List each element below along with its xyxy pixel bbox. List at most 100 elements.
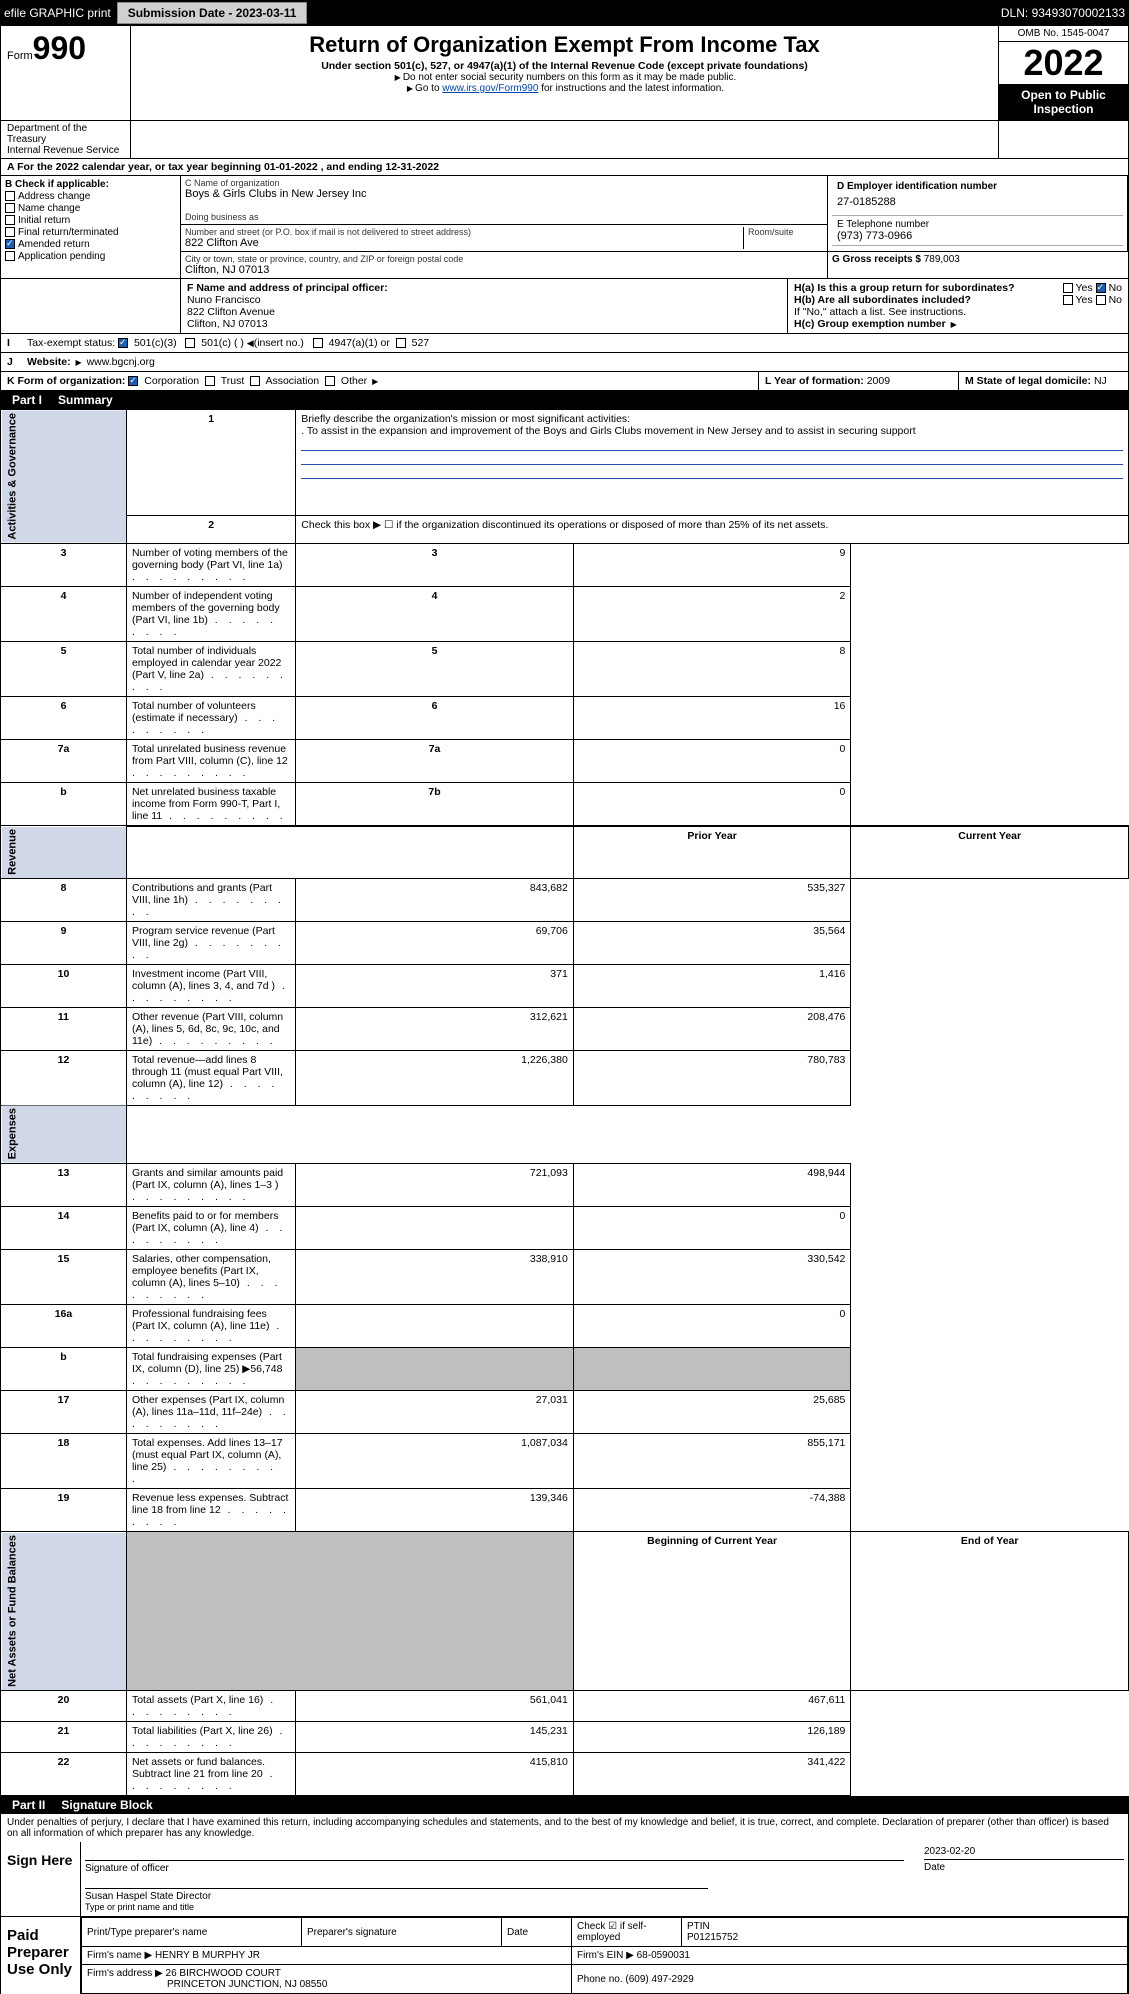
officer-addr1: 822 Clifton Avenue bbox=[187, 306, 781, 318]
row-num: 3 bbox=[1, 543, 127, 586]
h-b-note: If "No," attach a list. See instructions… bbox=[794, 306, 1122, 318]
sig-officer-label: Signature of officer bbox=[85, 1863, 904, 1874]
q1-text: Briefly describe the organization's miss… bbox=[301, 413, 1123, 425]
cb-amended[interactable]: Amended return bbox=[18, 239, 90, 250]
addr-label: Number and street (or P.O. box if mail i… bbox=[185, 227, 743, 237]
prep-name-label: Print/Type preparer's name bbox=[82, 1918, 302, 1947]
phone-label: E Telephone number bbox=[837, 219, 1118, 230]
room-label: Room/suite bbox=[748, 227, 823, 237]
form-subtitle: Under section 501(c), 527, or 4947(a)(1)… bbox=[139, 60, 990, 72]
netassets-label: Net Assets or Fund Balances bbox=[1, 1532, 127, 1691]
row-desc: Total number of volunteers (estimate if … bbox=[126, 696, 295, 739]
row-box: 7a bbox=[296, 739, 574, 782]
section-b-title: B Check if applicable: bbox=[5, 179, 176, 190]
org-name: Boys & Girls Clubs in New Jersey Inc bbox=[185, 188, 823, 200]
firm-ein: 68-0590031 bbox=[637, 1950, 690, 1961]
cb-initial[interactable]: Initial return bbox=[18, 215, 70, 226]
year-formation: 2009 bbox=[867, 375, 890, 387]
part2-header: Part II Signature Block bbox=[0, 1796, 1129, 1814]
firm-addr2: PRINCETON JUNCTION, NJ 08550 bbox=[167, 1979, 327, 1990]
row-val: 9 bbox=[573, 543, 851, 586]
form-header: Form990 Return of Organization Exempt Fr… bbox=[0, 26, 1129, 121]
tax-year: 2022 bbox=[999, 42, 1128, 84]
h-b-label: H(b) Are all subordinates included? bbox=[794, 294, 971, 306]
end-year-hdr: End of Year bbox=[851, 1532, 1129, 1691]
state-domicile: NJ bbox=[1094, 375, 1107, 387]
tax-exempt-label: Tax-exempt status: bbox=[27, 337, 115, 349]
gross-label: G Gross receipts $ bbox=[832, 254, 921, 265]
cb-name[interactable]: Name change bbox=[18, 203, 80, 214]
row-box: 5 bbox=[296, 641, 574, 696]
prep-date-label: Date bbox=[502, 1918, 572, 1947]
row-val: 8 bbox=[573, 641, 851, 696]
omb-number: OMB No. 1545-0047 bbox=[999, 26, 1128, 42]
dept-treasury: Department of the Treasury bbox=[7, 123, 124, 145]
prep-sig-label: Preparer's signature bbox=[302, 1918, 502, 1947]
h-c-label: H(c) Group exemption number bbox=[794, 318, 946, 330]
note-goto-prefix: Go to bbox=[415, 83, 442, 94]
revenue-label: Revenue bbox=[1, 826, 127, 879]
sig-date: 2023-02-20 bbox=[924, 1846, 1124, 1857]
org-name-label: C Name of organization bbox=[185, 178, 823, 188]
form-title: Return of Organization Exempt From Incom… bbox=[139, 32, 990, 58]
form-org-label: K Form of organization: bbox=[7, 375, 125, 387]
open-inspection: Open to Public Inspection bbox=[999, 84, 1128, 120]
tax-year-period: A For the 2022 calendar year, or tax yea… bbox=[0, 159, 1129, 176]
mission-text: . To assist in the expansion and improve… bbox=[301, 425, 1123, 437]
activities-label: Activities & Governance bbox=[1, 410, 127, 544]
officer-label: F Name and address of principal officer: bbox=[187, 282, 781, 294]
row-box: 4 bbox=[296, 586, 574, 641]
row-val: 16 bbox=[573, 696, 851, 739]
date-label: Date bbox=[924, 1862, 1124, 1873]
submission-date-btn[interactable]: Submission Date - 2023-03-11 bbox=[117, 2, 308, 24]
current-year-hdr: Current Year bbox=[851, 826, 1129, 879]
street-addr: 822 Clifton Ave bbox=[185, 237, 743, 249]
ein-value: 27-0185288 bbox=[837, 192, 1118, 212]
row-desc: Total unrelated business revenue from Pa… bbox=[126, 739, 295, 782]
firm-addr1: 26 BIRCHWOOD COURT bbox=[166, 1968, 281, 1979]
row-num: 7a bbox=[1, 739, 127, 782]
row-num: 4 bbox=[1, 586, 127, 641]
expenses-label: Expenses bbox=[1, 1105, 127, 1163]
irs-label: Internal Revenue Service bbox=[7, 145, 124, 156]
row-desc: Net unrelated business taxable income fr… bbox=[126, 782, 295, 826]
row-num: 6 bbox=[1, 696, 127, 739]
row-box: 7b bbox=[296, 782, 574, 826]
cb-pending[interactable]: Application pending bbox=[18, 251, 105, 262]
website-label: Website: bbox=[27, 356, 71, 368]
form-number: 990 bbox=[33, 30, 86, 66]
prior-year-hdr: Prior Year bbox=[573, 826, 851, 879]
part1-header: Part I Summary bbox=[0, 391, 1129, 409]
firm-phone: (609) 497-2929 bbox=[625, 1974, 693, 1985]
dba-label: Doing business as bbox=[185, 212, 823, 222]
form-prefix: Form bbox=[7, 50, 33, 62]
ein-label: D Employer identification number bbox=[837, 181, 1118, 192]
row-box: 6 bbox=[296, 696, 574, 739]
dln-label: DLN: 93493070002133 bbox=[1001, 6, 1125, 20]
row-val: 2 bbox=[573, 586, 851, 641]
row-desc: Number of independent voting members of … bbox=[126, 586, 295, 641]
irs-link[interactable]: www.irs.gov/Form990 bbox=[442, 83, 538, 94]
website-link[interactable]: www.bgcnj.org bbox=[87, 356, 155, 368]
phone-value: (973) 773-0966 bbox=[837, 230, 1118, 242]
row-box: 3 bbox=[296, 543, 574, 586]
city-value: Clifton, NJ 07013 bbox=[185, 264, 823, 276]
efile-label: efile GRAPHIC print bbox=[4, 6, 111, 20]
officer-addr2: Clifton, NJ 07013 bbox=[187, 318, 781, 330]
h-a-label: H(a) Is this a group return for subordin… bbox=[794, 282, 1015, 294]
gross-value: 789,003 bbox=[924, 254, 960, 265]
tax-year-text: For the 2022 calendar year, or tax year … bbox=[17, 161, 439, 173]
name-title-label: Type or print name and title bbox=[85, 1902, 1124, 1912]
row-desc: Total number of individuals employed in … bbox=[126, 641, 295, 696]
ptin-value: P01215752 bbox=[687, 1932, 1122, 1943]
cb-address[interactable]: Address change bbox=[18, 191, 90, 202]
row-num: 5 bbox=[1, 641, 127, 696]
officer-name: Nuno Francisco bbox=[187, 294, 781, 306]
begin-year-hdr: Beginning of Current Year bbox=[573, 1532, 851, 1691]
penalty-text: Under penalties of perjury, I declare th… bbox=[0, 1814, 1129, 1842]
note-ssn: Do not enter social security numbers on … bbox=[403, 72, 736, 83]
cb-final[interactable]: Final return/terminated bbox=[18, 227, 119, 238]
row-desc: Number of voting members of the governin… bbox=[126, 543, 295, 586]
note-goto-suffix: for instructions and the latest informat… bbox=[538, 83, 724, 94]
year-formation-label: L Year of formation: bbox=[765, 375, 864, 387]
